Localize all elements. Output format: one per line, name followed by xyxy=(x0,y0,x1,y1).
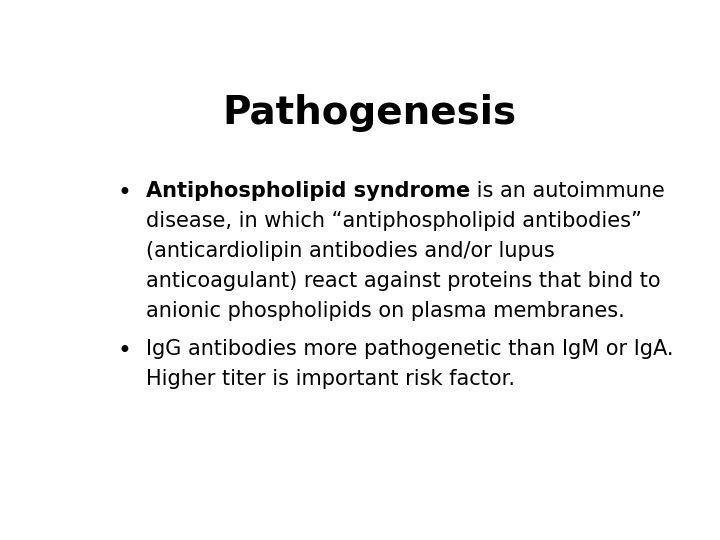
Text: disease, in which “antiphospholipid antibodies”: disease, in which “antiphospholipid anti… xyxy=(145,211,642,231)
Text: (anticardiolipin antibodies and/or lupus: (anticardiolipin antibodies and/or lupus xyxy=(145,241,554,261)
Text: Antiphospholipid syndrome: Antiphospholipid syndrome xyxy=(145,181,470,201)
Text: Higher titer is important risk factor.: Higher titer is important risk factor. xyxy=(145,369,515,389)
Text: anionic phospholipids on plasma membranes.: anionic phospholipids on plasma membrane… xyxy=(145,301,624,321)
Text: IgG antibodies more pathogenetic than IgM or IgA.: IgG antibodies more pathogenetic than Ig… xyxy=(145,339,673,359)
Text: is an autoimmune: is an autoimmune xyxy=(470,181,665,201)
Text: •: • xyxy=(118,339,132,363)
Text: Pathogenesis: Pathogenesis xyxy=(222,94,516,132)
Text: anticoagulant) react against proteins that bind to: anticoagulant) react against proteins th… xyxy=(145,271,660,291)
Text: •: • xyxy=(118,181,132,205)
